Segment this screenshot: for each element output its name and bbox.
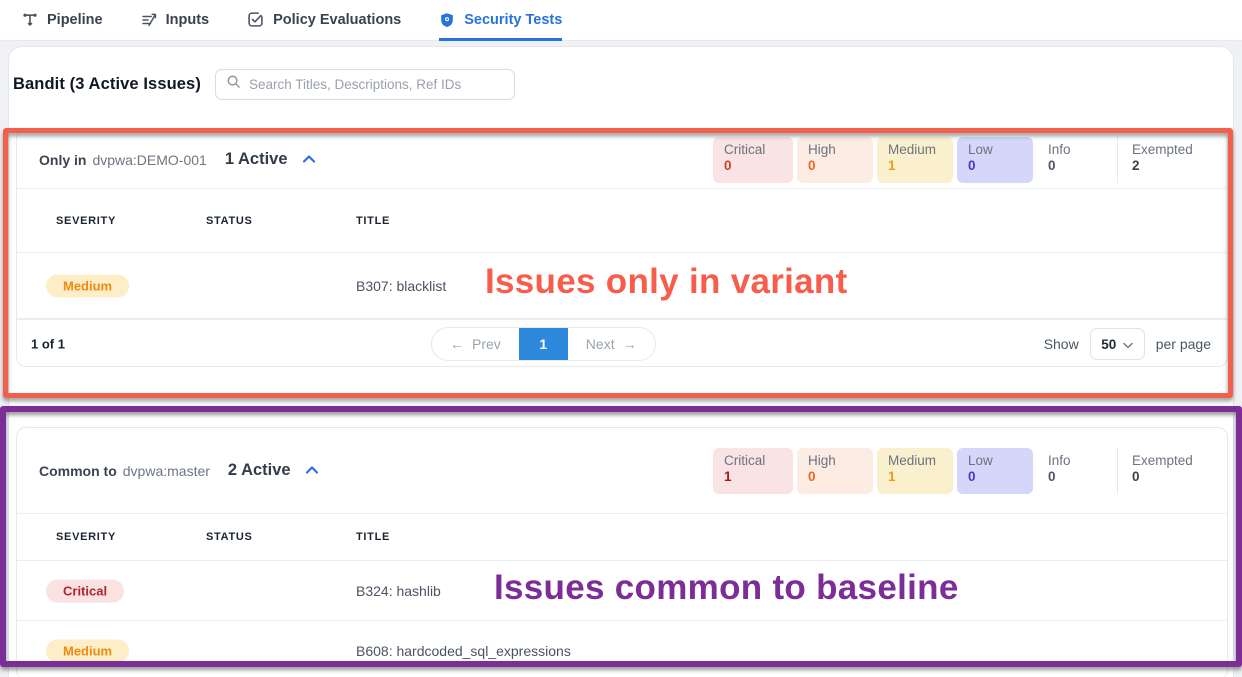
severity-chip-exempted: Exempted 2 [1117, 136, 1209, 183]
arrow-right-icon: → [622, 336, 637, 352]
pagination-bar: 1 of 1 ← Prev 1 Next → Show 50 [17, 319, 1227, 368]
tab-label: Security Tests [464, 11, 563, 28]
policy-evaluations-icon [247, 11, 264, 28]
severity-badge: Critical [46, 579, 125, 602]
tab-inputs[interactable]: Inputs [141, 0, 210, 41]
tab-policy-evaluations[interactable]: Policy Evaluations [247, 0, 401, 41]
severity-chip-info: Info 0 [1048, 141, 1071, 173]
table-row[interactable]: Medium B608: hardcoded_sql_expressions [17, 621, 1227, 677]
severity-chip-low: Low 0 [957, 447, 1033, 494]
pagination-control: ← Prev 1 Next → [431, 327, 656, 361]
column-severity: SEVERITY [56, 531, 117, 543]
chevron-up-icon[interactable] [305, 462, 319, 480]
tab-pipeline[interactable]: Pipeline [22, 0, 103, 41]
table-header: SEVERITY STATUS TITLE [17, 189, 1227, 253]
table-row[interactable]: Critical B324: hashlib [17, 561, 1227, 621]
scope-label: Only in [39, 151, 87, 168]
search-input[interactable] [248, 76, 504, 92]
tab-security-tests[interactable]: Security Tests [439, 0, 563, 41]
security-tests-icon [439, 12, 455, 28]
page-size-select[interactable]: 50 [1089, 328, 1145, 360]
column-title: TITLE [356, 531, 391, 543]
severity-chip-medium: Medium 1 [877, 136, 953, 183]
baseline-scope-toggle[interactable]: Common to dvpwa:master 2 Active [39, 461, 319, 480]
column-status: STATUS [206, 214, 253, 227]
severity-chip-low: Low 0 [957, 136, 1033, 183]
severity-chip-high: High 0 [797, 136, 873, 183]
inputs-icon [141, 12, 157, 28]
tab-label: Pipeline [47, 11, 103, 28]
issue-title: B608: hardcoded_sql_expressions [356, 643, 571, 659]
severity-badge: Medium [46, 274, 130, 297]
severity-chip-exempted: Exempted 0 [1117, 447, 1209, 494]
severity-chip-info: Info 0 [1048, 452, 1071, 484]
scope-target: dvpwa:master [122, 462, 210, 479]
chevron-up-icon[interactable] [302, 151, 316, 169]
active-count: 1 Active [224, 150, 288, 168]
table-row[interactable]: Medium B307: blacklist [17, 253, 1227, 319]
tab-label: Inputs [165, 11, 210, 28]
column-status: STATUS [206, 531, 253, 543]
baseline-issues-panel: Common to dvpwa:master 2 Active Critical… [16, 427, 1228, 677]
severity-chip-critical: Critical 0 [713, 136, 793, 183]
severity-badge: Medium [46, 639, 130, 663]
issue-title: B307: blacklist [356, 277, 447, 294]
scope-label: Common to [39, 462, 117, 479]
show-label: Show [1043, 336, 1079, 352]
variant-issues-panel: Only in dvpwa:DEMO-001 1 Active Critical… [16, 130, 1228, 367]
column-title: TITLE [356, 214, 391, 227]
pagination-range: 1 of 1 [31, 336, 65, 352]
toolbar: Bandit (3 Active Issues) [13, 66, 515, 102]
current-page-button[interactable]: 1 [518, 328, 568, 360]
variant-panel-header: Only in dvpwa:DEMO-001 1 Active Critical… [17, 131, 1227, 189]
arrow-left-icon: ← [450, 336, 464, 352]
active-count: 2 Active [227, 461, 291, 479]
pipeline-icon [22, 12, 38, 28]
baseline-panel-header: Common to dvpwa:master 2 Active Critical… [17, 428, 1227, 514]
severity-summary: Critical 0 High 0 Medium 1 Low 0 Info [713, 136, 1209, 183]
search-icon [226, 74, 241, 94]
variant-scope-toggle[interactable]: Only in dvpwa:DEMO-001 1 Active [39, 150, 316, 169]
column-severity: SEVERITY [56, 214, 117, 227]
search-box[interactable] [214, 68, 515, 100]
severity-chip-medium: Medium 1 [877, 447, 953, 494]
tab-label: Policy Evaluations [273, 11, 402, 28]
severity-summary: Critical 1 High 0 Medium 1 Low 0 Info [713, 447, 1209, 494]
per-page-label: per page [1155, 336, 1211, 352]
table-header: SEVERITY STATUS TITLE [17, 514, 1227, 561]
prev-page-button[interactable]: ← Prev [432, 328, 519, 360]
issue-title: B324: hashlib [356, 582, 441, 599]
severity-chip-high: High 0 [797, 447, 873, 494]
tab-bar: Pipeline Inputs Policy Evaluations [0, 0, 1242, 41]
next-page-button[interactable]: Next → [568, 328, 655, 360]
scope-target: dvpwa:DEMO-001 [92, 151, 207, 168]
chevron-down-icon [1123, 336, 1133, 352]
severity-chip-critical: Critical 1 [713, 447, 793, 494]
page-size-group: Show 50 per page [1044, 328, 1211, 360]
page-title: Bandit (3 Active Issues) [13, 74, 201, 93]
